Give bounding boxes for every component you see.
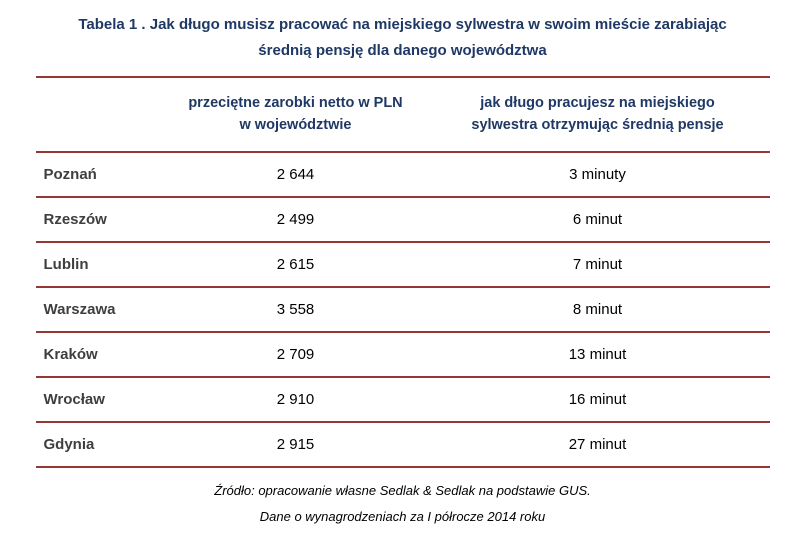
title-line-1: Tabela 1 . Jak długo musisz pracować na … bbox=[78, 16, 727, 33]
salary-cell: 2 644 bbox=[165, 151, 426, 198]
city-cell: Poznań bbox=[35, 151, 166, 198]
time-cell: 13 minut bbox=[425, 331, 770, 378]
salary-column-header: przeciętne zarobki netto w PLN w wojewód… bbox=[165, 76, 426, 153]
time-column-header: jak długo pracujesz na miejskiego sylwes… bbox=[425, 76, 770, 153]
time-cell: 3 minuty bbox=[425, 151, 770, 198]
source-line-2: Dane o wynagrodzeniach za I półrocze 201… bbox=[259, 508, 546, 524]
city-cell: Warszawa bbox=[35, 286, 166, 333]
salary-cell: 2 499 bbox=[165, 196, 426, 243]
table-row: Gdynia 2 915 27 minut bbox=[35, 421, 770, 468]
time-cell: 6 minut bbox=[425, 196, 770, 243]
salary-cell: 2 910 bbox=[165, 376, 426, 423]
table-row: Kraków 2 709 13 minut bbox=[35, 331, 770, 378]
source-line-1: Źródło: opracowanie własne Sedlak & Sedl… bbox=[214, 482, 591, 498]
table-row: Warszawa 3 558 8 minut bbox=[35, 286, 770, 333]
time-cell: 8 minut bbox=[425, 286, 770, 333]
time-header-line-2: sylwestra otrzymując średnią pensje bbox=[471, 117, 724, 134]
time-cell: 7 minut bbox=[425, 241, 770, 288]
salary-cell: 3 558 bbox=[165, 286, 426, 333]
time-cell: 27 minut bbox=[425, 421, 770, 468]
salary-table: przeciętne zarobki netto w PLN w wojewód… bbox=[35, 76, 770, 468]
table-row: Poznań 2 644 3 minuty bbox=[35, 151, 770, 198]
city-cell: Gdynia bbox=[35, 421, 166, 468]
salary-header-line-2: w województwie bbox=[239, 117, 352, 134]
salary-cell: 2 709 bbox=[165, 331, 426, 378]
city-cell: Lublin bbox=[35, 241, 166, 288]
city-column-header bbox=[35, 76, 166, 153]
salary-cell: 2 615 bbox=[165, 241, 426, 288]
time-header-line-1: jak długo pracujesz na miejskiego bbox=[480, 95, 715, 111]
header-row: przeciętne zarobki netto w PLN w wojewód… bbox=[35, 76, 770, 153]
source-note: Źródło: opracowanie własne Sedlak & Sedl… bbox=[0, 478, 805, 530]
table-row: Lublin 2 615 7 minut bbox=[35, 241, 770, 288]
title-line-2: średnią pensję dla danego województwa bbox=[258, 41, 547, 59]
city-cell: Wrocław bbox=[35, 376, 166, 423]
table-row: Rzeszów 2 499 6 minut bbox=[35, 196, 770, 243]
salary-header-line-1: przeciętne zarobki netto w PLN bbox=[188, 95, 403, 111]
time-cell: 16 minut bbox=[425, 376, 770, 423]
city-cell: Kraków bbox=[35, 331, 166, 378]
table-title: Tabela 1 . Jak długo musisz pracować na … bbox=[30, 12, 775, 63]
city-cell: Rzeszów bbox=[35, 196, 166, 243]
table-row: Wrocław 2 910 16 minut bbox=[35, 376, 770, 423]
salary-cell: 2 915 bbox=[165, 421, 426, 468]
